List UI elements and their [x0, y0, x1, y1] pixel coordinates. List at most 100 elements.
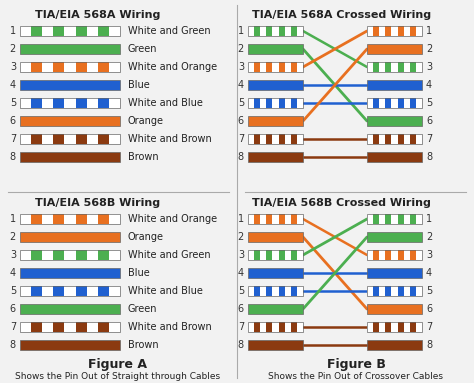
Text: 4: 4	[10, 268, 16, 278]
Bar	[373, 214, 379, 224]
Bar	[20, 214, 120, 224]
Text: Blue: Blue	[128, 80, 150, 90]
Bar	[248, 250, 303, 260]
Text: Shows the Pin Out of Straight through Cables: Shows the Pin Out of Straight through Ca…	[16, 372, 220, 381]
Bar	[367, 26, 422, 36]
Bar	[367, 26, 422, 36]
Bar	[367, 322, 422, 332]
Bar	[54, 26, 64, 36]
Text: 6: 6	[10, 304, 16, 314]
Bar	[373, 322, 379, 332]
Bar	[31, 134, 42, 144]
Text: Figure B: Figure B	[327, 358, 385, 371]
Text: 2: 2	[426, 44, 432, 54]
Bar	[254, 214, 260, 224]
Text: 4: 4	[426, 268, 432, 278]
Bar	[367, 134, 422, 144]
Text: 6: 6	[238, 116, 244, 126]
Bar	[248, 286, 303, 296]
Bar	[20, 26, 120, 36]
Bar	[31, 322, 42, 332]
Bar	[20, 250, 120, 260]
Bar	[410, 98, 416, 108]
Bar	[410, 250, 416, 260]
Text: 5: 5	[238, 286, 244, 296]
Bar	[367, 98, 422, 108]
Bar	[410, 322, 416, 332]
Bar	[248, 98, 303, 108]
Text: White and Green: White and Green	[128, 26, 210, 36]
Bar	[20, 322, 120, 332]
Text: Green: Green	[128, 304, 157, 314]
Bar	[266, 134, 273, 144]
Bar	[248, 116, 303, 126]
Bar	[75, 26, 87, 36]
Bar	[254, 322, 260, 332]
Bar	[54, 286, 64, 296]
Bar	[20, 26, 120, 36]
Bar	[248, 214, 303, 224]
Bar	[291, 134, 297, 144]
Bar	[75, 250, 87, 260]
Bar	[248, 134, 303, 144]
Bar	[385, 250, 392, 260]
Bar	[20, 62, 120, 72]
Bar	[385, 134, 392, 144]
Bar	[385, 98, 392, 108]
Text: 5: 5	[10, 286, 16, 296]
Bar	[248, 98, 303, 108]
Bar	[279, 98, 285, 108]
Bar	[248, 152, 303, 162]
Text: 4: 4	[238, 268, 244, 278]
Bar	[291, 214, 297, 224]
Text: 8: 8	[238, 340, 244, 350]
Bar	[373, 250, 379, 260]
Text: White and Orange: White and Orange	[128, 62, 217, 72]
Bar	[398, 322, 404, 332]
Bar	[367, 98, 422, 108]
Text: Brown: Brown	[128, 340, 159, 350]
Bar	[398, 250, 404, 260]
Bar	[367, 214, 422, 224]
Bar	[373, 26, 379, 36]
Bar	[254, 98, 260, 108]
Bar	[248, 44, 303, 54]
Bar	[279, 214, 285, 224]
Text: 8: 8	[238, 152, 244, 162]
Bar	[367, 286, 422, 296]
Bar	[54, 250, 64, 260]
Text: 1: 1	[426, 26, 432, 36]
Bar	[266, 286, 273, 296]
Bar	[31, 250, 42, 260]
Bar	[20, 134, 120, 144]
Bar	[266, 26, 273, 36]
Text: 7: 7	[10, 134, 16, 144]
Bar	[385, 214, 392, 224]
Bar	[279, 134, 285, 144]
Bar	[254, 26, 260, 36]
Bar	[75, 214, 87, 224]
Bar	[20, 80, 120, 90]
Bar	[20, 62, 120, 72]
Bar	[385, 26, 392, 36]
Text: 6: 6	[10, 116, 16, 126]
Text: White and Blue: White and Blue	[128, 98, 203, 108]
Text: 3: 3	[10, 250, 16, 260]
Bar	[367, 62, 422, 72]
Bar	[75, 286, 87, 296]
Bar	[98, 134, 109, 144]
Text: Orange: Orange	[128, 116, 164, 126]
Text: 5: 5	[238, 98, 244, 108]
Text: White and Green: White and Green	[128, 250, 210, 260]
Bar	[54, 134, 64, 144]
Text: 6: 6	[426, 116, 432, 126]
Bar	[98, 98, 109, 108]
Text: 4: 4	[238, 80, 244, 90]
Bar	[410, 62, 416, 72]
Bar	[367, 62, 422, 72]
Bar	[248, 62, 303, 72]
Text: 7: 7	[238, 134, 244, 144]
Bar	[410, 214, 416, 224]
Text: 8: 8	[426, 152, 432, 162]
Text: 6: 6	[238, 304, 244, 314]
